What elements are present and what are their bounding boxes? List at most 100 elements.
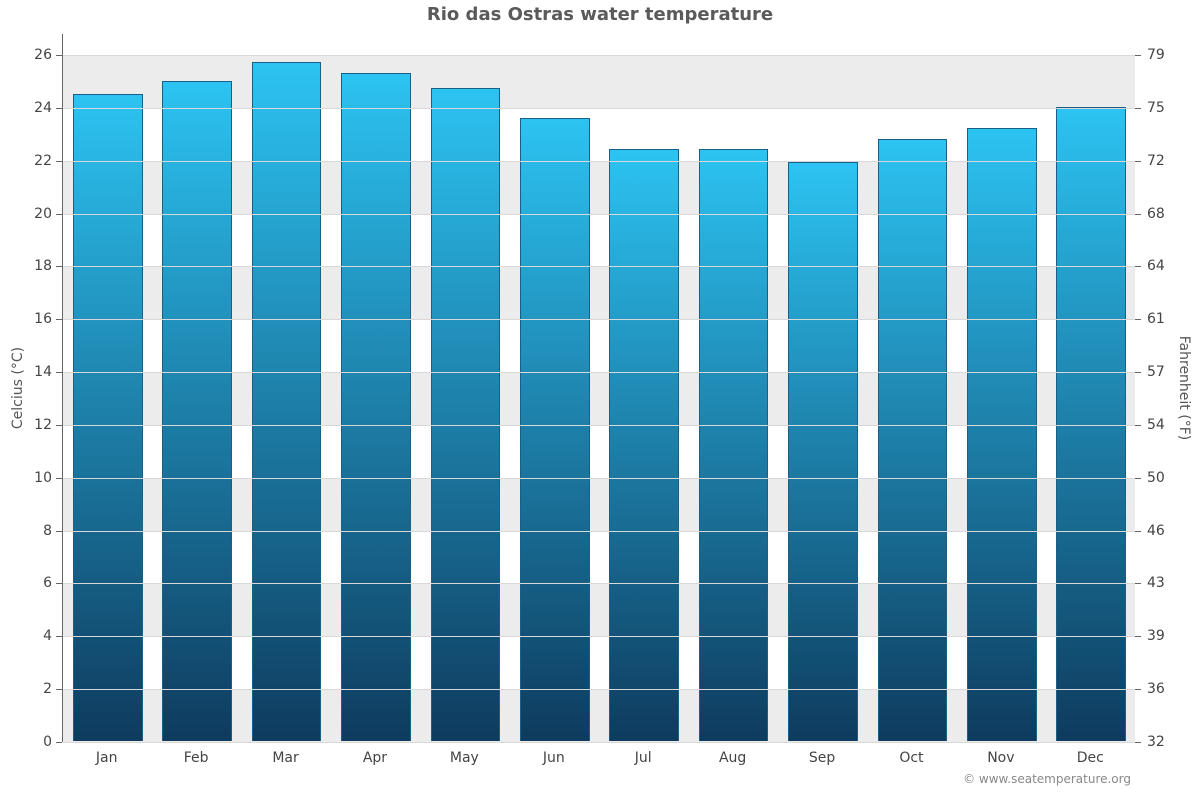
- y-tick-right: 64: [1147, 258, 1165, 274]
- gridline: [63, 266, 1135, 267]
- gridline: [63, 583, 1135, 584]
- y-tick-right: 50: [1147, 470, 1165, 486]
- y-tick-mark-right: [1135, 689, 1141, 690]
- bar: [341, 73, 411, 741]
- y-tick-right: 68: [1147, 206, 1165, 222]
- bar: [162, 81, 232, 741]
- y-tick-right: 61: [1147, 311, 1165, 327]
- gridline: [63, 742, 1135, 743]
- y-tick-mark-left: [56, 478, 62, 479]
- chart-container: Rio das Ostras water temperature Celcius…: [0, 0, 1200, 800]
- y-tick-mark-left: [56, 214, 62, 215]
- credit-text: © www.seatemperature.org: [963, 772, 1131, 786]
- y-tick-left: 26: [34, 47, 52, 63]
- y-tick-right: 32: [1147, 734, 1165, 750]
- y-tick-mark-right: [1135, 266, 1141, 267]
- y-tick-right: 39: [1147, 628, 1165, 644]
- y-tick-right: 46: [1147, 523, 1165, 539]
- x-tick: Aug: [719, 750, 746, 766]
- y-tick-left: 18: [34, 258, 52, 274]
- bar: [699, 149, 769, 741]
- x-tick: Jan: [96, 750, 118, 766]
- gridline: [63, 478, 1135, 479]
- y-tick-mark-right: [1135, 161, 1141, 162]
- bar: [967, 128, 1037, 741]
- gridline: [63, 425, 1135, 426]
- x-tick: Sep: [809, 750, 835, 766]
- y-tick-mark-left: [56, 742, 62, 743]
- y-tick-mark-left: [56, 161, 62, 162]
- bar: [1056, 107, 1126, 741]
- x-tick: Nov: [987, 750, 1014, 766]
- bar: [788, 162, 858, 741]
- y-tick-mark-right: [1135, 425, 1141, 426]
- y-tick-right: 75: [1147, 100, 1165, 116]
- gridline: [63, 319, 1135, 320]
- y-tick-mark-right: [1135, 742, 1141, 743]
- y-tick-mark-right: [1135, 478, 1141, 479]
- gridline: [63, 372, 1135, 373]
- x-tick: Feb: [184, 750, 209, 766]
- bar: [520, 118, 590, 741]
- y-tick-mark-left: [56, 583, 62, 584]
- y-tick-mark-left: [56, 266, 62, 267]
- y-tick-mark-left: [56, 425, 62, 426]
- gridline: [63, 161, 1135, 162]
- y-tick-right: 54: [1147, 417, 1165, 433]
- y-tick-mark-right: [1135, 319, 1141, 320]
- y-tick-left: 10: [34, 470, 52, 486]
- y-tick-left: 4: [43, 628, 52, 644]
- y-tick-mark-left: [56, 689, 62, 690]
- y-tick-mark-left: [56, 319, 62, 320]
- bar: [878, 139, 948, 741]
- y-tick-mark-right: [1135, 583, 1141, 584]
- y-tick-mark-left: [56, 636, 62, 637]
- x-tick: Dec: [1077, 750, 1104, 766]
- x-tick: Mar: [272, 750, 298, 766]
- y-tick-left: 20: [34, 206, 52, 222]
- y-tick-left: 6: [43, 575, 52, 591]
- y-tick-mark-left: [56, 55, 62, 56]
- chart-title: Rio das Ostras water temperature: [0, 4, 1200, 25]
- y-tick-mark-right: [1135, 108, 1141, 109]
- gridline: [63, 531, 1135, 532]
- gridline: [63, 55, 1135, 56]
- y-tick-mark-left: [56, 531, 62, 532]
- y-tick-right: 79: [1147, 47, 1165, 63]
- y-tick-right: 43: [1147, 575, 1165, 591]
- x-tick: Jun: [543, 750, 565, 766]
- y-axis-left-label: Celcius (°C): [10, 347, 26, 429]
- y-tick-left: 2: [43, 681, 52, 697]
- y-tick-left: 24: [34, 100, 52, 116]
- gridline: [63, 214, 1135, 215]
- bar: [609, 149, 679, 741]
- y-tick-mark-right: [1135, 372, 1141, 373]
- y-tick-left: 0: [43, 734, 52, 750]
- x-tick: Apr: [363, 750, 387, 766]
- plot-area: [62, 34, 1135, 742]
- gridline: [63, 689, 1135, 690]
- x-tick: May: [450, 750, 479, 766]
- y-tick-right: 36: [1147, 681, 1165, 697]
- y-axis-right-label: Fahrenheit (°F): [1176, 336, 1192, 440]
- gridline: [63, 636, 1135, 637]
- y-tick-left: 8: [43, 523, 52, 539]
- y-tick-mark-right: [1135, 55, 1141, 56]
- bar: [252, 62, 322, 741]
- y-tick-left: 12: [34, 417, 52, 433]
- x-tick: Oct: [899, 750, 923, 766]
- bar: [73, 94, 143, 741]
- y-tick-mark-right: [1135, 214, 1141, 215]
- x-tick: Jul: [635, 750, 652, 766]
- y-tick-left: 14: [34, 364, 52, 380]
- y-tick-mark-left: [56, 372, 62, 373]
- bars-layer: [63, 34, 1135, 741]
- y-tick-left: 22: [34, 153, 52, 169]
- y-tick-mark-left: [56, 108, 62, 109]
- y-tick-left: 16: [34, 311, 52, 327]
- y-tick-right: 57: [1147, 364, 1165, 380]
- y-tick-mark-right: [1135, 636, 1141, 637]
- y-tick-mark-right: [1135, 531, 1141, 532]
- y-tick-right: 72: [1147, 153, 1165, 169]
- gridline: [63, 108, 1135, 109]
